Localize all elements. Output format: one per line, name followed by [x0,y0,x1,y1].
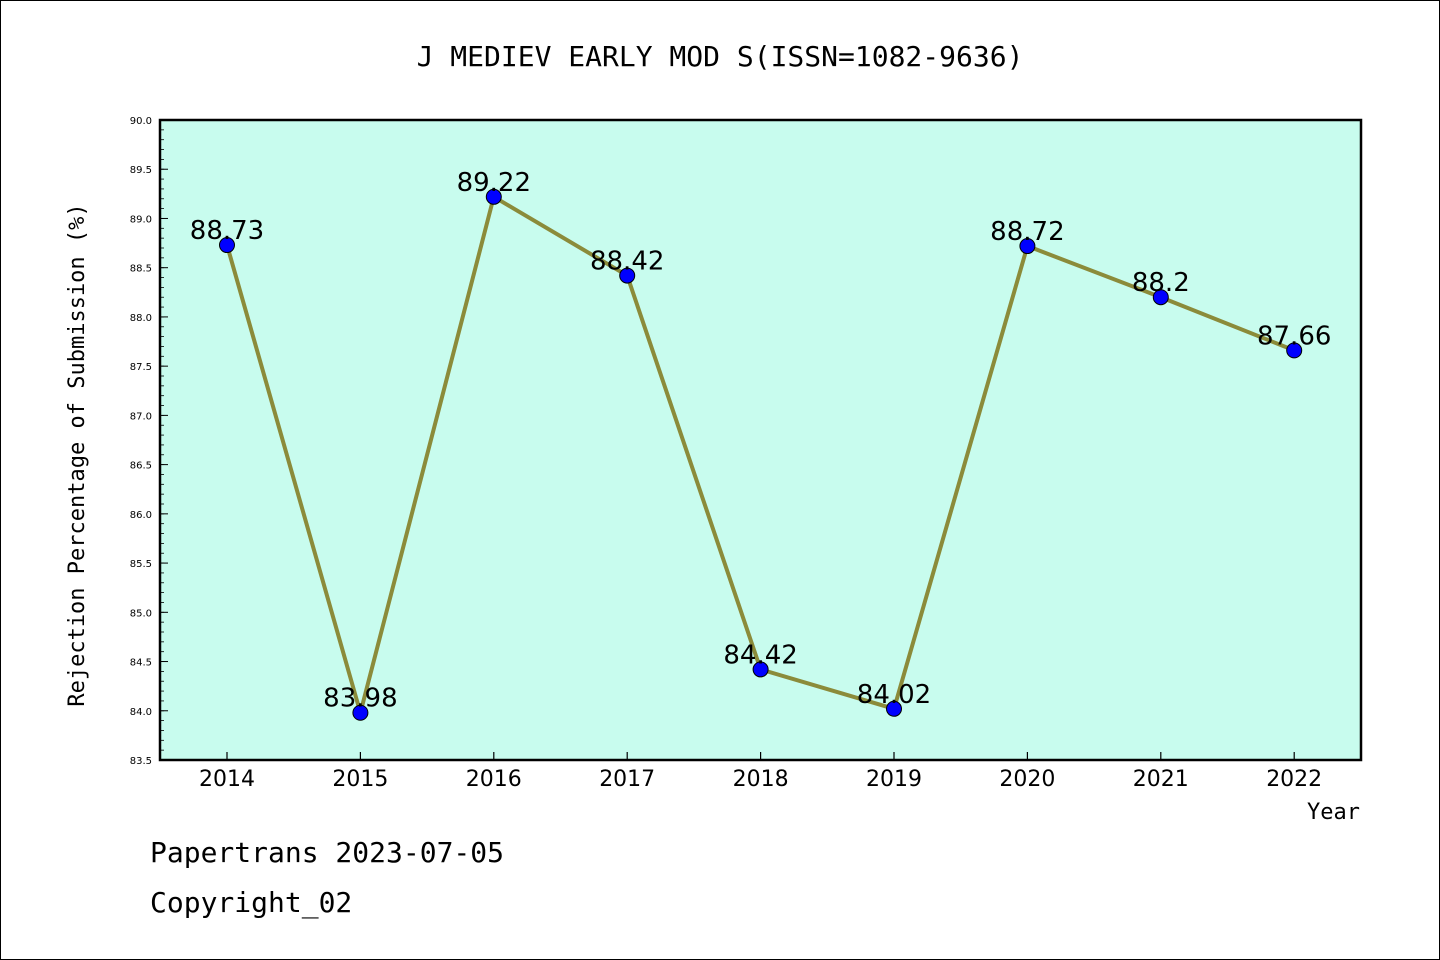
data-point [1286,342,1303,359]
data-point [1019,238,1036,255]
data-point [485,188,502,205]
footer-copyright: Copyright_02 [150,886,353,919]
data-label: 84.02 [857,680,931,710]
x-axis-label: Year [1307,800,1360,825]
y-tick-label: 86.5 [130,461,152,472]
series-group: 88.73 83.98 89.22 88.42 84.42 84.02 88.72 88.2 8… [190,168,1331,721]
data-point [886,700,902,717]
y-tick-label: 89.0 [130,214,152,225]
y-tick-label: 87.5 [130,362,152,373]
y-tick-label: 87.0 [130,411,152,422]
x-tick-label: 2015 [332,767,388,792]
plot-border [158,118,1363,762]
x-tick-label: 2019 [866,767,922,792]
y-tick-label: 88.5 [130,264,152,275]
plot-area [160,120,1361,760]
y-tick-label: 84.0 [130,707,152,718]
y-tick-label: 85.0 [130,608,152,619]
data-label: 88.2 [1132,268,1190,298]
x-axis: 2014 2015 2016 2017 2018 2019 2020 2021 2022 [199,752,1322,792]
data-label: 83.98 [323,684,397,714]
data-point [352,704,369,721]
y-tick-label: 84.5 [130,658,152,669]
x-tick-label: 2022 [1266,767,1322,792]
chart-title: J MEDIEV EARLY MOD S(ISSN=1082-9636) [417,40,1024,73]
data-point [1152,289,1169,306]
y-tick-label: 88.0 [130,313,152,324]
y-tick-label: 89.5 [130,165,152,176]
data-label: 88.72 [990,217,1064,247]
x-tick-label: 2014 [199,767,255,792]
data-point [619,267,636,284]
data-label: 89.22 [457,168,531,198]
footer-date: Papertrans 2023-07-05 [150,836,505,869]
data-point [752,661,769,678]
data-label: 84.42 [723,640,797,670]
y-tick-label: 90.0 [130,116,152,127]
data-label: 87.66 [1257,321,1331,351]
x-tick-label: 2020 [999,767,1055,792]
x-tick-label: 2021 [1133,767,1189,792]
y-tick-label: 83.5 [130,756,152,767]
data-label: 88.42 [590,247,664,277]
x-tick-label: 2016 [466,767,522,792]
x-tick-label: 2018 [733,767,789,792]
data-label: 88.73 [190,216,264,246]
y-tick-label: 85.5 [130,559,152,570]
y-tick-label: 86.0 [130,510,152,521]
y-axis: 83.5 84.0 84.5 85.0 85.5 86.0 86.5 87.0 87.5 88.0… [130,116,168,767]
x-tick-label: 2017 [599,767,655,792]
data-point [219,237,235,254]
y-axis-label: Rejection Percentage of Submission (%) [65,203,90,706]
